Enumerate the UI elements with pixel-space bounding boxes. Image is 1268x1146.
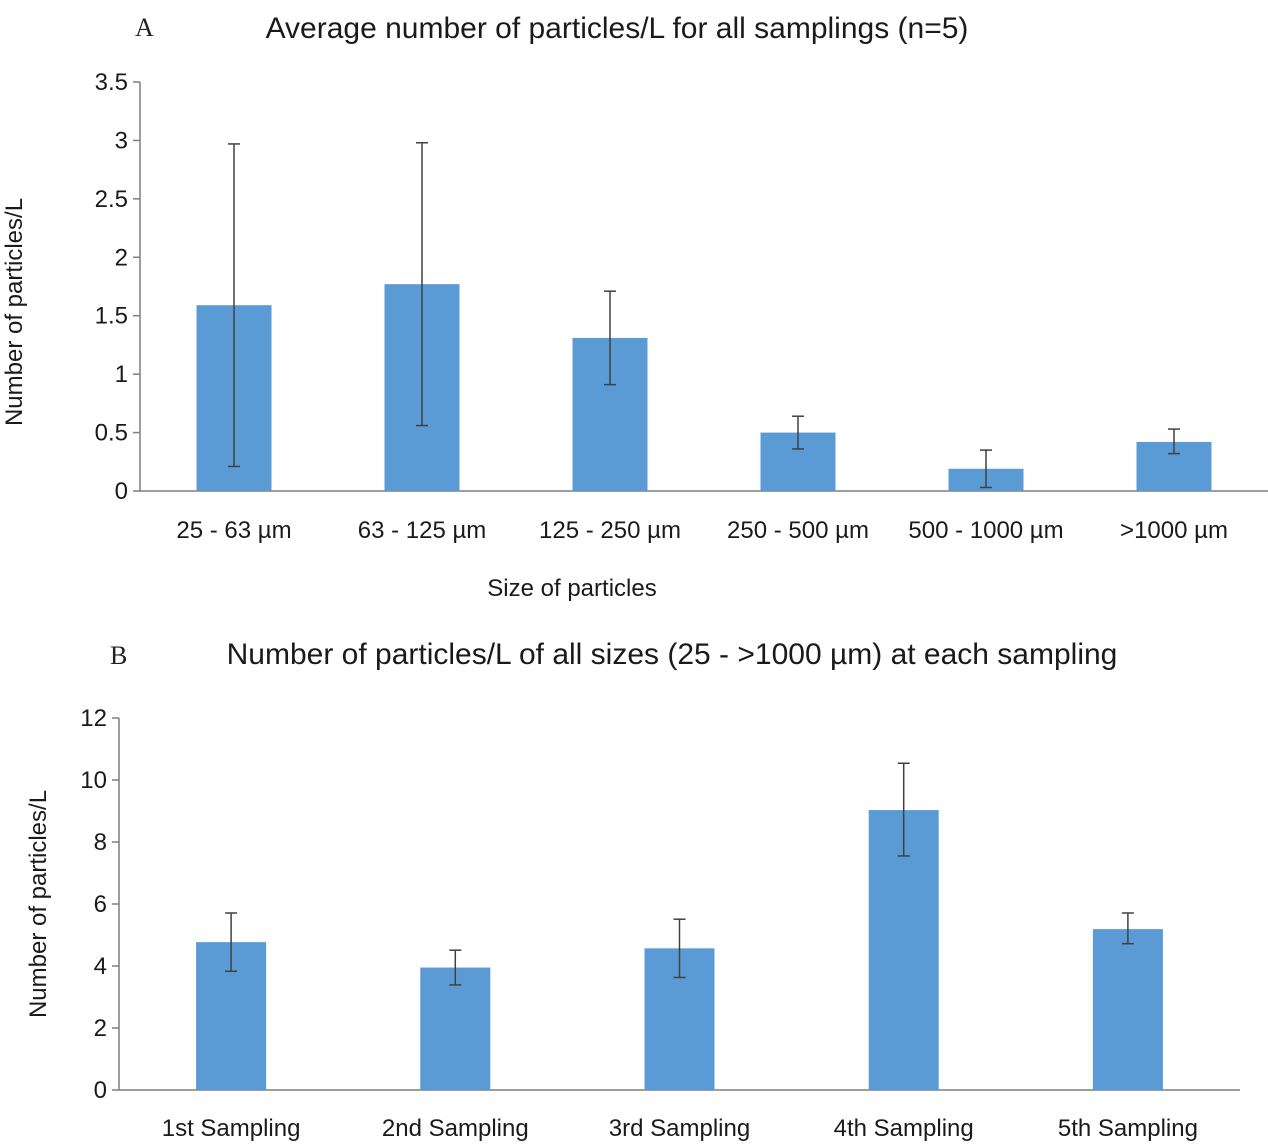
chart-a-y-tick-label: 0 xyxy=(115,478,128,505)
chart-a-y-tick-label: 1.5 xyxy=(95,303,128,330)
chart-a-y-axis-title: Number of particles/L xyxy=(1,198,28,426)
chart-a-plot: 0 0.5 1 1.5 2 2.5 3 3.5 25 - 63 µm 63 - 125 µm 125… xyxy=(95,69,1268,544)
chart-b-title: Number of particles/L of all sizes (25 -… xyxy=(227,638,1118,671)
chart-b-y-tick-label: 4 xyxy=(94,953,107,980)
chart-b-plot: 0 2 4 6 8 10 12 1st Sampling 2nd Sampling 3rd Sam… xyxy=(80,705,1240,1142)
chart-b-y-tick-label: 6 xyxy=(94,891,107,918)
chart-b-x-tick-label: 2nd Sampling xyxy=(382,1115,529,1142)
chart-a-y-tick-label: 2.5 xyxy=(95,186,128,213)
chart-b-x-tick-label: 5th Sampling xyxy=(1058,1115,1198,1142)
chart-a-x-tick-label: 25 - 63 µm xyxy=(176,517,291,544)
chart-a-title: Average number of particles/L for all sa… xyxy=(266,12,969,45)
chart-b-x-tick-label: 3rd Sampling xyxy=(609,1115,750,1142)
chart-b-y-tick-label: 10 xyxy=(80,767,107,794)
chart-a-y-tick-label: 0.5 xyxy=(95,420,128,447)
chart-b-x-tick-label: 1st Sampling xyxy=(162,1115,301,1142)
panel-a-letter: A xyxy=(135,13,154,42)
chart-a-y-tick-label: 1 xyxy=(115,361,128,388)
chart-b-y-axis-title: Number of particles/L xyxy=(25,790,52,1018)
chart-b-y-tick-label: 0 xyxy=(94,1077,107,1104)
chart-b-y-tick-label: 2 xyxy=(94,1015,107,1042)
chart-a-y-tick-label: 3.5 xyxy=(95,69,128,96)
chart-b-bar xyxy=(420,967,491,1090)
chart-b-y-tick-label: 8 xyxy=(94,829,107,856)
chart-a-y-tick-label: 2 xyxy=(115,244,128,271)
chart-a-x-axis-title: Size of particles xyxy=(487,575,656,602)
chart-a-x-tick-label: 500 - 1000 µm xyxy=(908,517,1063,544)
chart-a-x-tick-label: 63 - 125 µm xyxy=(358,517,487,544)
chart-b-y-tick-label: 12 xyxy=(80,705,107,732)
chart-a-x-tick-label: 125 - 250 µm xyxy=(539,517,681,544)
chart-a-x-tick-label: >1000 µm xyxy=(1120,517,1228,544)
chart-a-x-tick-label: 250 - 500 µm xyxy=(727,517,869,544)
chart-b-bar xyxy=(868,810,939,1090)
chart-a-y-tick-label: 3 xyxy=(115,127,128,154)
chart-b-x-tick-label: 4th Sampling xyxy=(834,1115,974,1142)
panel-b-letter: B xyxy=(110,641,127,670)
chart-b-bar xyxy=(1092,929,1163,1090)
